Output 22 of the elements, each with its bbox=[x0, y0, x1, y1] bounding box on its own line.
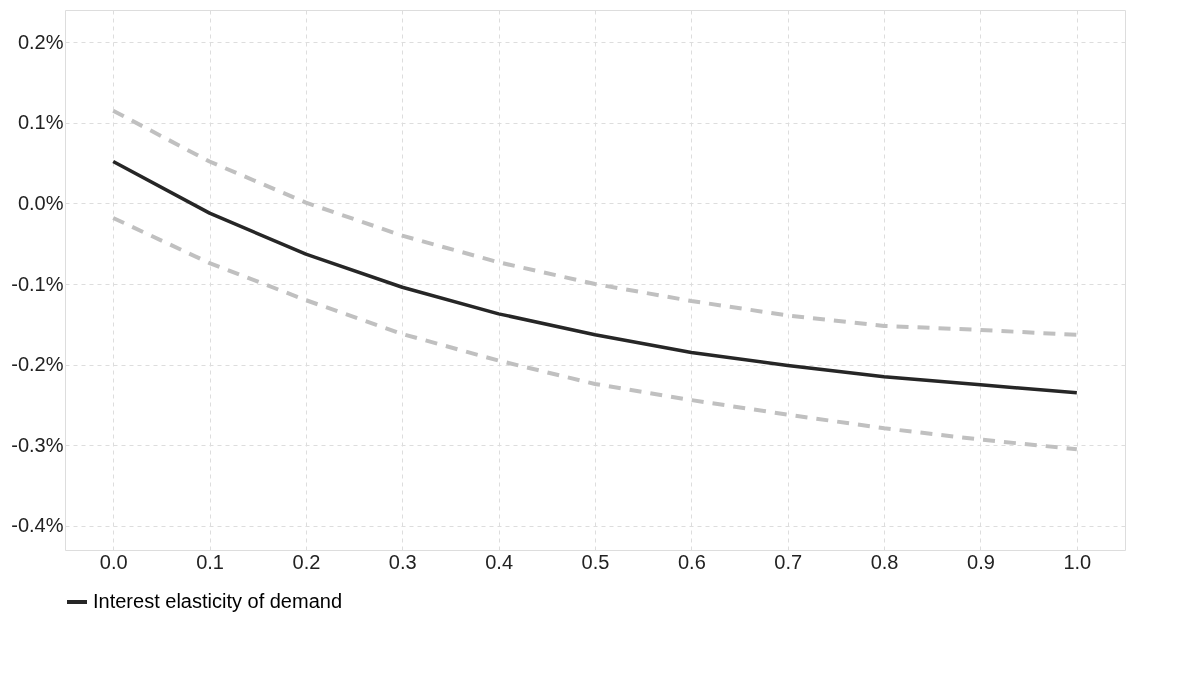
x-tick-label: 0.0 bbox=[99, 550, 128, 573]
y-tick-label: 0.1% bbox=[17, 111, 64, 134]
line-series bbox=[111, 215, 1079, 452]
x-tick-label: 1.0 bbox=[1063, 550, 1092, 573]
y-tick-label: -0.1% bbox=[11, 272, 64, 295]
x-tick-label: 0.7 bbox=[774, 550, 803, 573]
y-tick-label: -0.2% bbox=[11, 353, 64, 376]
line-series bbox=[111, 159, 1079, 395]
y-tick-label: 0.2% bbox=[17, 30, 64, 53]
y-tick-label: -0.4% bbox=[11, 514, 64, 537]
x-tick-label: 0.6 bbox=[677, 550, 706, 573]
x-tick-label: 0.1 bbox=[196, 550, 224, 573]
x-tick-label: 0.8 bbox=[870, 550, 899, 573]
x-tick-label: 0.5 bbox=[581, 550, 610, 573]
y-tick-label: -0.3% bbox=[11, 433, 64, 456]
line-series bbox=[111, 108, 1079, 337]
y-tick-label: 0.0% bbox=[17, 191, 64, 214]
x-tick-label: 0.9 bbox=[967, 550, 995, 573]
x-tick-label: 0.3 bbox=[388, 550, 417, 573]
legend-label: Interest elasticity of demand bbox=[93, 590, 343, 612]
x-tick-label: 0.4 bbox=[485, 550, 514, 573]
x-tick-label: 0.2 bbox=[292, 550, 321, 573]
